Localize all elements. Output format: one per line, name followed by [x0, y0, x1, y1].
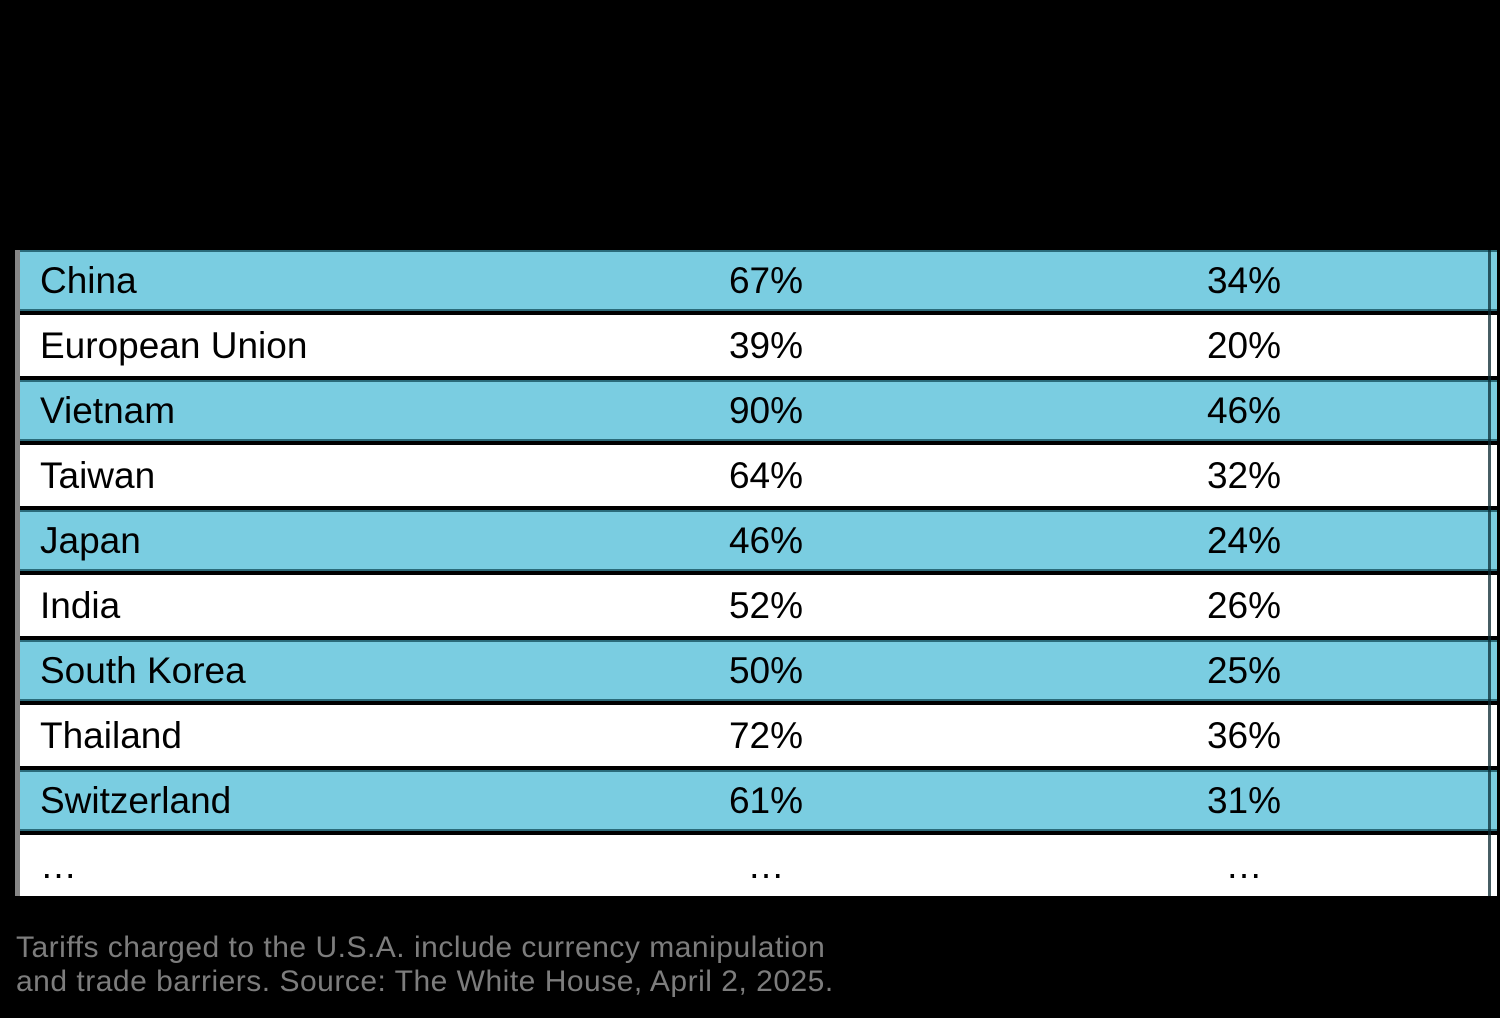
table-left-rule [15, 250, 20, 896]
percent-cell-1: 39% [728, 324, 804, 366]
table-row: Taiwan 64% 32% [20, 445, 1497, 506]
percent-cell-2: 25% [1206, 649, 1282, 691]
country-cell: Thailand [40, 714, 182, 756]
percent-cell-2: 20% [1206, 324, 1282, 366]
percent-cell-2: 34% [1206, 259, 1282, 301]
country-cell: … [40, 844, 77, 886]
table-row-ellipsis: … … … [20, 835, 1497, 896]
percent-cell-2: 26% [1206, 584, 1282, 626]
table-row: Thailand 72% 36% [20, 705, 1497, 766]
table-row: Vietnam 90% 46% [20, 380, 1497, 441]
country-cell: Vietnam [40, 389, 176, 431]
table-row: Switzerland 61% 31% [20, 770, 1497, 831]
table-row: South Korea 50% 25% [20, 640, 1497, 701]
table-rows: China 67% 34% European Union 39% 20% Vie… [20, 250, 1497, 896]
source-footnote: Tariffs charged to the U.S.A. include cu… [16, 931, 834, 999]
country-cell: India [40, 584, 121, 626]
table-row: European Union 39% 20% [20, 315, 1497, 376]
country-cell: Japan [40, 519, 141, 561]
table-row: China 67% 34% [20, 250, 1497, 311]
percent-cell-1: 52% [728, 584, 804, 626]
percent-cell-1: 72% [728, 714, 804, 756]
percent-cell-2: 31% [1206, 779, 1282, 821]
footnote-line-1: Tariffs charged to the U.S.A. include cu… [16, 931, 826, 964]
percent-cell-2: … [1225, 844, 1263, 886]
percent-cell-1: … [747, 844, 785, 886]
table-row: India 52% 26% [20, 575, 1497, 636]
percent-cell-1: 67% [728, 259, 804, 301]
percent-cell-1: 90% [728, 389, 804, 431]
percent-cell-1: 64% [728, 454, 804, 496]
country-cell: European Union [40, 324, 308, 366]
blank-title-band [0, 0, 1500, 248]
percent-cell-1: 46% [728, 519, 804, 561]
percent-cell-2: 46% [1206, 389, 1282, 431]
percent-cell-2: 36% [1206, 714, 1282, 756]
country-cell: Switzerland [40, 779, 232, 821]
percent-cell-1: 50% [728, 649, 804, 691]
footnote-line-2: and trade barriers. Source: The White Ho… [16, 965, 834, 998]
percent-cell-1: 61% [728, 779, 804, 821]
percent-cell-2: 24% [1206, 519, 1282, 561]
country-cell: South Korea [40, 649, 246, 691]
country-cell: Taiwan [40, 454, 156, 496]
tariff-table: China 67% 34% European Union 39% 20% Vie… [15, 250, 1497, 896]
table-right-rule [1488, 250, 1491, 896]
percent-cell-2: 32% [1206, 454, 1282, 496]
country-cell: China [40, 259, 137, 301]
table-row: Japan 46% 24% [20, 510, 1497, 571]
